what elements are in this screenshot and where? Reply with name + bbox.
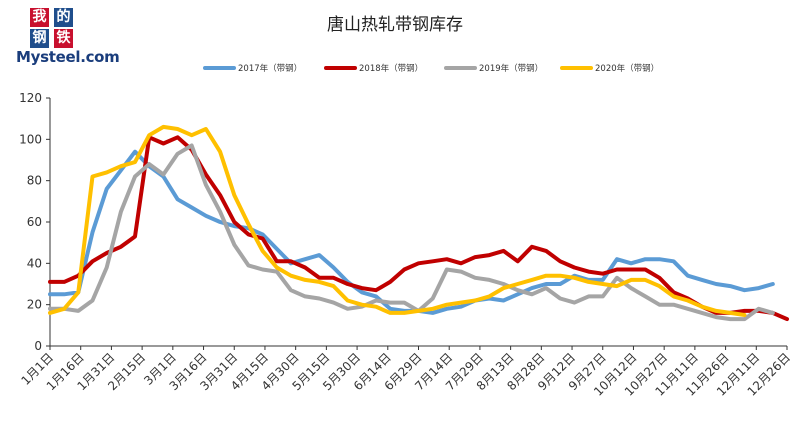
y-tick-label: 60 [27, 215, 42, 229]
y-tick-label: 120 [19, 91, 42, 105]
mysteel-logo: 我 的 钢 铁 Mysteel.com [16, 8, 120, 68]
logo-seal-char: 铁 [54, 29, 73, 48]
chart-title: 唐山热轧带钢库存 [327, 15, 463, 35]
series-line [48, 124, 747, 317]
y-tick-label: 100 [19, 132, 42, 146]
logo-brand-text: Mysteel.com [16, 48, 120, 66]
y-tick-label: 0 [34, 339, 42, 353]
y-tick-label: 20 [27, 298, 42, 312]
logo-seal-char: 我 [30, 8, 49, 27]
series-line [48, 143, 775, 322]
legend-label: 2017年（带钢） [238, 63, 302, 74]
legend-label: 2018年（带钢） [359, 63, 423, 74]
legend-label: 2020年（带钢） [595, 63, 659, 74]
series-line [48, 135, 789, 322]
logo-seal-char: 的 [54, 8, 73, 27]
legend-label: 2019年（带钢） [479, 63, 543, 74]
y-tick-label: 80 [27, 174, 42, 188]
y-tick-label: 40 [27, 256, 42, 270]
logo-seal-char: 钢 [30, 29, 49, 48]
